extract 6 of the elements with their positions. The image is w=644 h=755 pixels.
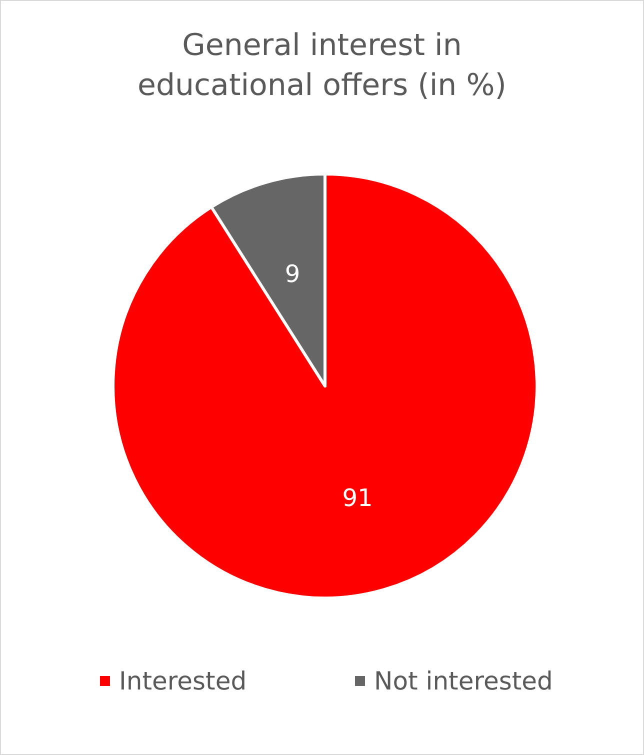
legend-label: Interested [119,666,247,696]
data-label: 9 [284,260,300,288]
pie-slice [112,172,538,600]
data-label: 91 [342,484,373,512]
chart-title: General interest in educational offers (in %) [138,28,506,103]
legend-label: Not interested [374,666,553,696]
